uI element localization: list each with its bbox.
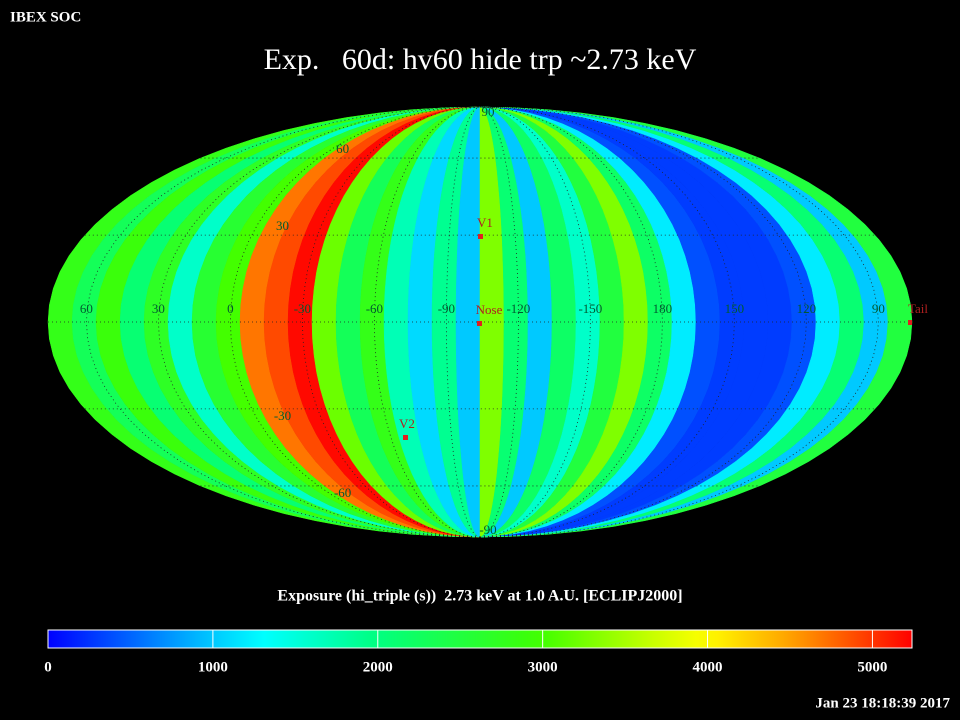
lat-label: -90 — [479, 522, 496, 537]
colorbar-label: Exposure (hi_triple (s)) 2.73 keV at 1.0… — [277, 588, 682, 605]
meridian — [157, 106, 481, 538]
lon-label: -60 — [366, 301, 383, 316]
lon-label: 60 — [80, 301, 93, 316]
marker-dot — [403, 435, 408, 440]
lon-label: -90 — [438, 301, 455, 316]
lon-label: 0 — [227, 301, 234, 316]
meridian — [301, 106, 481, 538]
meridian — [85, 106, 481, 538]
lon-label: -120 — [506, 301, 530, 316]
meridian — [479, 106, 807, 538]
marker-dot — [908, 320, 912, 325]
colorbar-tick-label: 0 — [44, 659, 52, 675]
colorbar-tick-label: 3000 — [528, 659, 558, 675]
meridian — [479, 106, 591, 538]
graticule: 60 30 0 -30 -60 -90 -120 -150 180 150 120 90 90 60 30 -… — [48, 104, 912, 538]
lat-label: -60 — [334, 485, 351, 500]
sky-map — [47, 106, 913, 538]
meridian — [373, 106, 481, 538]
colorbar-ticks: 0 1000 2000 3000 4000 5000 — [44, 630, 887, 675]
lon-label: 150 — [725, 301, 745, 316]
lon-label: -150 — [578, 301, 602, 316]
lon-label: 180 — [653, 301, 673, 316]
title: Exp. 60d: hv60 hide trp ~2.73 keV — [264, 43, 697, 76]
lon-label: 30 — [152, 301, 165, 316]
meridian — [479, 106, 879, 538]
org-label: IBEX SOC — [10, 9, 81, 25]
marker-dot — [478, 234, 483, 239]
timestamp: Jan 23 18:18:39 2017 — [815, 695, 950, 711]
lon-label: -30 — [294, 301, 311, 316]
lat-label: 60 — [336, 141, 349, 156]
marker-label: Nose — [476, 302, 503, 317]
marker-dot — [477, 321, 482, 326]
lat-label: 30 — [276, 218, 289, 233]
marker-label: Tail — [908, 301, 928, 316]
lon-label: 120 — [797, 301, 817, 316]
lat-label: -30 — [274, 408, 291, 423]
colorbar-tick-label: 2000 — [363, 659, 393, 675]
lat-label: 90 — [482, 104, 495, 119]
colorbar-tick-label: 1000 — [198, 659, 228, 675]
marker-label: V2 — [399, 416, 415, 431]
colorbar — [47, 629, 913, 649]
colorbar-tick-label: 5000 — [857, 659, 887, 675]
meridian — [479, 106, 663, 538]
colorbar-tick-label: 4000 — [693, 659, 723, 675]
marker-label: V1 — [477, 215, 493, 230]
lon-label: 90 — [872, 301, 885, 316]
meridian — [479, 106, 519, 538]
